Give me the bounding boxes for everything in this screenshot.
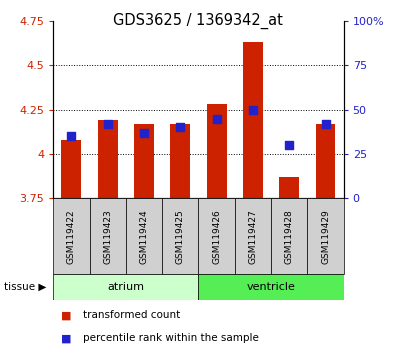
Text: GDS3625 / 1369342_at: GDS3625 / 1369342_at xyxy=(113,12,282,29)
Text: GSM119423: GSM119423 xyxy=(103,209,112,264)
Text: GSM119428: GSM119428 xyxy=(285,209,294,264)
Text: ■: ■ xyxy=(61,310,72,320)
Text: tissue ▶: tissue ▶ xyxy=(4,282,46,292)
FancyBboxPatch shape xyxy=(53,198,90,274)
Bar xyxy=(134,124,154,198)
FancyBboxPatch shape xyxy=(199,274,344,300)
Text: GSM119426: GSM119426 xyxy=(212,209,221,264)
Point xyxy=(177,125,184,130)
Text: transformed count: transformed count xyxy=(83,310,180,320)
Point xyxy=(105,121,111,127)
FancyBboxPatch shape xyxy=(199,198,235,274)
Text: atrium: atrium xyxy=(107,282,145,292)
Point xyxy=(141,130,147,136)
FancyBboxPatch shape xyxy=(162,198,199,274)
FancyBboxPatch shape xyxy=(307,198,344,274)
Point xyxy=(213,116,220,121)
FancyBboxPatch shape xyxy=(53,274,199,300)
Point xyxy=(250,107,256,113)
Text: ventricle: ventricle xyxy=(246,282,295,292)
Bar xyxy=(98,120,118,198)
Bar xyxy=(170,124,190,198)
Text: GSM119425: GSM119425 xyxy=(176,209,185,264)
FancyBboxPatch shape xyxy=(271,198,307,274)
FancyBboxPatch shape xyxy=(126,198,162,274)
FancyBboxPatch shape xyxy=(235,198,271,274)
Bar xyxy=(316,124,335,198)
Bar xyxy=(243,42,263,198)
Point xyxy=(286,142,292,148)
Text: GSM119427: GSM119427 xyxy=(248,209,258,264)
Bar xyxy=(207,104,227,198)
Text: GSM119424: GSM119424 xyxy=(139,209,149,264)
Text: ■: ■ xyxy=(61,333,72,343)
Bar xyxy=(279,177,299,198)
FancyBboxPatch shape xyxy=(90,198,126,274)
Point xyxy=(322,121,329,127)
Text: percentile rank within the sample: percentile rank within the sample xyxy=(83,333,259,343)
Point xyxy=(68,133,75,139)
Text: GSM119429: GSM119429 xyxy=(321,209,330,264)
Bar xyxy=(62,140,81,198)
Text: GSM119422: GSM119422 xyxy=(67,209,76,264)
